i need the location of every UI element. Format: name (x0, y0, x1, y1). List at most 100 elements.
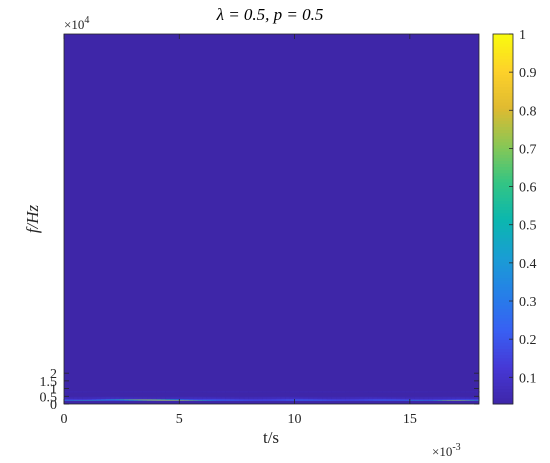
colorbar-segment (493, 166, 513, 171)
heatmap-cell (391, 391, 397, 392)
colorbar-segment (493, 280, 513, 285)
heatmap-cell (317, 391, 323, 392)
heatmap-cell (474, 391, 480, 392)
heatmap-cell (276, 396, 282, 398)
y-axis-label: f/Hz (23, 204, 42, 233)
heatmap-cell (349, 391, 355, 392)
heatmap-cell (73, 391, 79, 392)
colorbar-segment (493, 240, 513, 245)
colorbar-segment (493, 274, 513, 279)
colorbar-segment (493, 188, 513, 192)
colorbar-segment (493, 394, 513, 399)
heatmap-cell (474, 396, 480, 398)
heatmap-cell (87, 396, 93, 398)
colorbar-segment (493, 348, 513, 353)
colorbar-segment (493, 333, 513, 337)
heatmap-cell (96, 396, 102, 398)
heatmap-cell (460, 396, 466, 398)
heatmap-cell (156, 391, 162, 392)
colorbar-segment (493, 256, 513, 260)
colorbar-segment (493, 52, 513, 57)
x-tick-label: 0 (61, 412, 68, 427)
heatmap-cell (294, 391, 300, 392)
colorbar-segment (493, 391, 513, 396)
heatmap-cell (428, 396, 434, 398)
heatmap-cell (363, 396, 369, 398)
colorbar-segment (493, 382, 513, 386)
heatmap-cell (299, 396, 305, 398)
colorbar-tick-label: 0.4 (519, 257, 537, 272)
heatmap-cell (308, 396, 314, 398)
heatmap-cell (137, 391, 143, 392)
heatmap-cell (77, 391, 83, 392)
colorbar-segment (493, 209, 513, 214)
colorbar-segment (493, 286, 513, 291)
colorbar-segment (493, 58, 513, 63)
heatmap-cell (239, 396, 245, 398)
heatmap-cell (100, 391, 106, 392)
colorbar-segment (493, 194, 513, 198)
colorbar-segment (493, 126, 513, 131)
plot-frame (63, 33, 480, 405)
heatmap-cell (396, 396, 402, 398)
x-axis-label: t/s (263, 428, 279, 447)
colorbar-segment (493, 34, 513, 38)
heatmap-cell (465, 396, 471, 398)
colorbar-segment (493, 293, 513, 297)
colorbar-segment (493, 86, 513, 90)
heatmap-cell (82, 391, 88, 392)
heatmap-cell (285, 396, 291, 398)
colorbar-segment (493, 160, 513, 164)
heatmap-cell (183, 396, 189, 398)
y-tick-label: 0 (50, 398, 57, 413)
colorbar-segment (493, 67, 513, 72)
heatmap-cell (179, 396, 185, 398)
colorbar-segment (493, 234, 513, 238)
colorbar-segment (493, 138, 513, 143)
colorbar-segment (493, 197, 513, 201)
heatmap-cell (326, 396, 332, 398)
heatmap-cell (142, 391, 148, 392)
heatmap-cell (188, 396, 194, 398)
heatmap-cell (179, 391, 185, 392)
heatmap-cell (313, 391, 319, 392)
heatmap-cell (419, 396, 425, 398)
heatmap-cell (96, 391, 102, 392)
heatmap-cell (262, 396, 268, 398)
heatmap-cell (377, 391, 383, 392)
heatmap-cell (114, 391, 120, 392)
heatmap-cell (303, 391, 309, 392)
heatmap-cell (354, 391, 360, 392)
colorbar-segment (493, 271, 513, 275)
heatmap-cell (446, 396, 452, 398)
colorbar-ticks: 0.1 0.2 0.3 0.4 0.5 0.6 0.7 0.8 0.9 1 (509, 28, 537, 386)
heatmap-cell (91, 396, 97, 398)
colorbar-segment (493, 311, 513, 316)
colorbar-segment (493, 141, 513, 146)
colorbar-segment (493, 342, 513, 346)
heatmap-cell (322, 396, 328, 398)
heatmap-cell (266, 396, 272, 398)
colorbar-segment (493, 104, 513, 109)
colorbar-tick-label: 1 (519, 28, 526, 43)
colorbar-segment (493, 101, 513, 106)
heatmap-cell (331, 396, 337, 398)
colorbar-segment (493, 385, 513, 390)
heatmap-cell (133, 396, 139, 398)
heatmap-cell (234, 396, 240, 398)
heatmap-cell (147, 396, 153, 398)
heatmap-cell (465, 391, 471, 392)
heatmap-cell (414, 396, 420, 398)
colorbar-segment (493, 320, 513, 325)
heatmap-cell (331, 391, 337, 392)
heatmap-cell (188, 391, 194, 392)
heatmap-cell (386, 396, 392, 398)
colorbar-segment (493, 400, 513, 405)
heatmap-cell (336, 391, 342, 392)
heatmap-cell (432, 391, 438, 392)
colorbar-segment (493, 46, 513, 50)
heatmap-cell (437, 396, 443, 398)
heatmap-cell (216, 391, 222, 392)
heatmap-cell (91, 391, 97, 392)
